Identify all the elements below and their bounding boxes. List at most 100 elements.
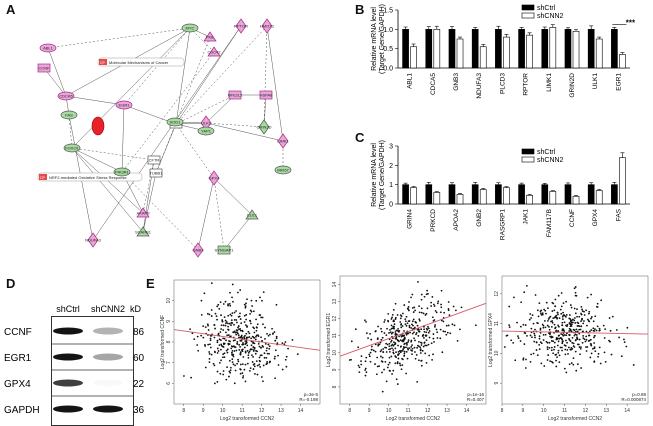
- scatter-point: [231, 361, 234, 364]
- scatter-point: [269, 333, 271, 336]
- scatter-point: [571, 341, 574, 344]
- scatter-point: [404, 320, 407, 323]
- scatter-point: [222, 303, 225, 305]
- scatter-point: [397, 339, 400, 342]
- scatter-point: [565, 334, 568, 337]
- scatter-point: [412, 324, 414, 327]
- scatter-point: [275, 335, 278, 338]
- scatter-point: [584, 340, 587, 343]
- scatter-point: [578, 315, 581, 318]
- scatter-point: [400, 335, 403, 338]
- scatter-point: [569, 304, 572, 306]
- scatter-point: [225, 349, 228, 352]
- panel-a-label: A: [6, 2, 16, 17]
- scatter-point: [213, 324, 216, 326]
- scatter-point: [420, 293, 423, 296]
- scatter-point: [232, 355, 235, 358]
- scatter-point: [259, 360, 261, 363]
- scatter-point: [524, 367, 527, 369]
- scatter-point: [565, 371, 568, 374]
- scatter-point: [253, 365, 256, 368]
- scatter-point: [403, 350, 406, 353]
- scatter-point: [595, 305, 598, 308]
- scatter-point: [202, 336, 205, 339]
- scatter-point: [385, 346, 388, 349]
- scatter-point: [387, 319, 389, 322]
- scatter-point: [243, 368, 246, 371]
- scatter-point: [239, 353, 242, 356]
- scatter-point: [550, 349, 553, 352]
- scatter-point: [571, 336, 574, 339]
- scatter-point: [229, 291, 231, 294]
- scatter-point: [440, 319, 443, 322]
- scatter-point: [572, 342, 575, 345]
- x-tick-label: LIMK1: [546, 73, 553, 92]
- network-node-label: CFTR: [149, 158, 160, 163]
- scatter-point: [411, 349, 413, 352]
- scatter-point: [581, 310, 584, 312]
- bar-shCtrl: [564, 184, 572, 205]
- scatter-point: [407, 340, 410, 343]
- scatter-point: [550, 346, 553, 349]
- scatter-point: [576, 308, 578, 311]
- scatter-point: [268, 352, 270, 355]
- scatter-point: [590, 329, 593, 331]
- scatter-point: [442, 330, 445, 333]
- plot-frame: [339, 275, 487, 405]
- lane-label: shCtrl: [56, 304, 80, 314]
- scatter-point: [210, 315, 213, 317]
- scatter-point: [260, 376, 263, 378]
- scatter-point: [578, 332, 581, 335]
- scatter-point: [220, 359, 222, 362]
- scatter-point: [413, 337, 415, 340]
- x-tick-label: GNB2: [476, 209, 483, 227]
- scatter-point: [529, 313, 532, 315]
- scatter-point: [360, 363, 363, 366]
- scatter-point: [218, 338, 221, 341]
- scatter-point: [557, 330, 560, 332]
- scatter-point: [377, 344, 380, 347]
- scatter-point: [568, 334, 571, 337]
- scatter-point: [261, 299, 263, 302]
- network-edge: [71, 147, 123, 173]
- scatter-point: [598, 327, 601, 330]
- scatter-point: [262, 323, 264, 326]
- x-tick-label: 8: [182, 408, 185, 414]
- x-tick-label: APOA2: [453, 209, 460, 231]
- pathway-box-frame: [97, 57, 185, 67]
- scatter-point: [281, 342, 284, 344]
- scatter-point: [238, 343, 241, 346]
- y-tick-label: 3: [389, 144, 393, 151]
- x-tick-label: 8: [501, 408, 504, 414]
- network-edge: [155, 36, 211, 174]
- scatter-point: [245, 313, 248, 316]
- scatter-point: [547, 318, 550, 320]
- scatter-point: [387, 363, 390, 366]
- scatter-point: [550, 340, 553, 342]
- x-tick-label: GNB3: [453, 73, 460, 91]
- scatter-point: [530, 317, 532, 319]
- scatter-point: [594, 328, 596, 331]
- scatter-point: [394, 362, 397, 365]
- scatter-point: [209, 343, 211, 346]
- network-edge: [71, 147, 144, 233]
- network-node-fas: [60, 110, 78, 120]
- scatter-point: [573, 307, 576, 310]
- scatter-point: [604, 360, 607, 363]
- scatter-point: [237, 334, 240, 337]
- network-edge: [263, 25, 268, 128]
- scatter-point: [423, 337, 425, 339]
- scatter-point: [413, 306, 416, 309]
- scatter-point: [529, 334, 532, 337]
- western-blot: shCtrl shCNN2 kD CCNF 86 EGR1 60 GPX4 22 GAPDH 36: [4, 304, 145, 416]
- scatter-point: [623, 338, 625, 341]
- scatter-point: [254, 373, 256, 375]
- scatter-point: [525, 284, 528, 287]
- scatter-point: [588, 312, 590, 315]
- scatter-point: [390, 355, 393, 358]
- network-node-label: NFE2L2: [228, 93, 243, 98]
- scatter-point: [236, 342, 239, 345]
- network-node-label: FOXO1: [65, 146, 79, 151]
- scatter-point: [519, 325, 522, 328]
